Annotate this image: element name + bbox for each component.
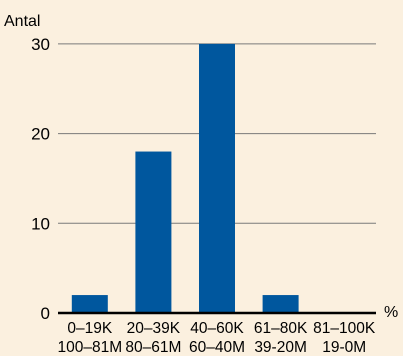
y-tick-labels: 0 10 20 30	[31, 35, 50, 323]
x-tick-label: 20–39K	[127, 320, 181, 337]
x-tick-label: 100–81M	[57, 339, 122, 356]
x-tick-label: 81–100K	[313, 320, 376, 337]
y-tick-label: 10	[31, 214, 50, 233]
bar-2	[199, 43, 235, 314]
x-tick-label: 39-20M	[254, 339, 307, 356]
y-tick-label: 30	[31, 35, 50, 54]
y-tick-label: 0	[41, 304, 50, 323]
bar-1	[135, 151, 172, 313]
bars	[71, 43, 299, 314]
bar-3	[262, 295, 299, 313]
x-tick-label: 40–60K	[190, 320, 244, 337]
x-tick-label: 61–80K	[254, 320, 308, 337]
x-axis-title: %	[384, 304, 398, 321]
x-tick-label: 19-0M	[322, 339, 366, 356]
x-tick-label: 0–19K	[67, 320, 112, 337]
y-tick-label: 20	[31, 125, 50, 144]
x-tick-labels: 0–19K 100–81M 20–39K 80–61M 40–60K 60–40M 61–8…	[57, 320, 375, 356]
x-tick-label: 60–40M	[189, 339, 245, 356]
x-tick-label: 80–61M	[125, 339, 181, 356]
bar-0	[71, 295, 108, 313]
y-axis-title: Antal	[4, 13, 40, 30]
